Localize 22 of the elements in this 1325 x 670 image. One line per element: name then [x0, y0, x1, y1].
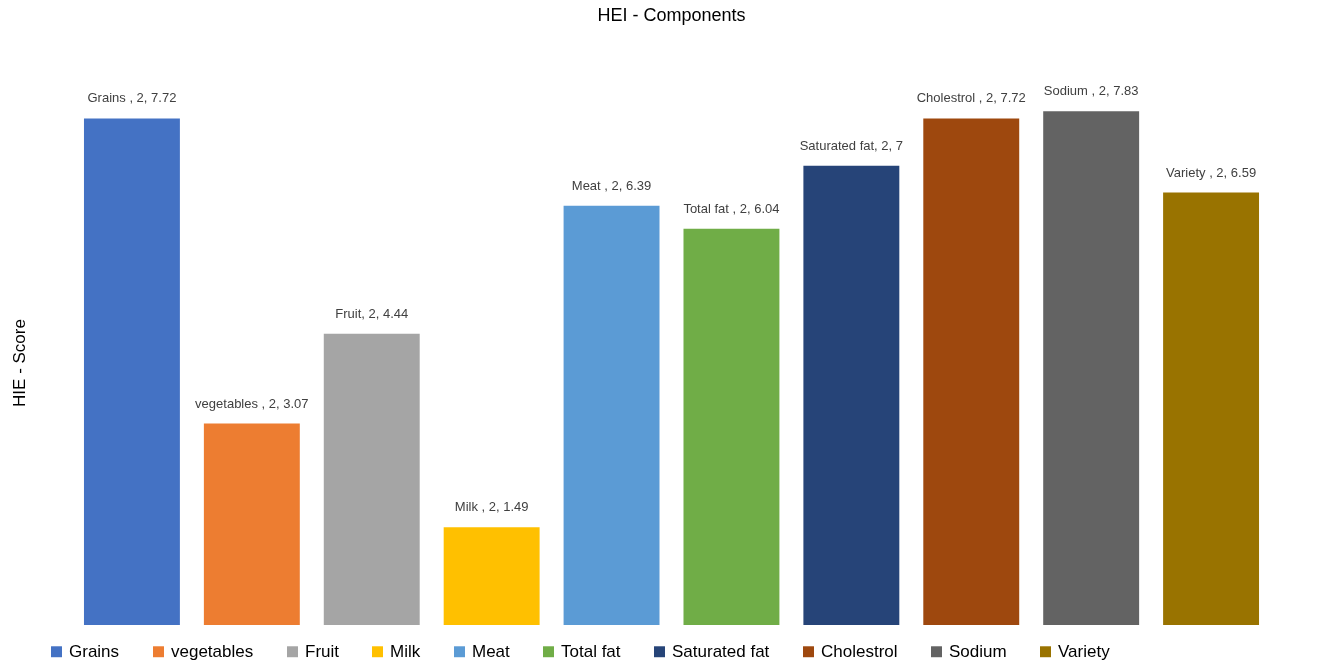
legend-label: Total fat [561, 641, 621, 661]
y-axis-title: HIE - Score [9, 319, 29, 407]
data-label: Total fat , 2, 6.04 [683, 200, 780, 216]
data-label: Grains , 2, 7.72 [87, 90, 177, 106]
data-label: Fruit, 2, 4.44 [335, 305, 409, 321]
chart-title: HEI - Components [597, 5, 746, 26]
legend-label: Cholestrol [821, 641, 898, 661]
legend-label: Fruit [305, 641, 340, 661]
data-label: Cholestrol , 2, 7.72 [916, 90, 1026, 106]
legend-label: Milk [390, 641, 421, 661]
data-label: Variety , 2, 6.59 [1166, 164, 1257, 180]
legend-label: vegetables [171, 641, 254, 661]
data-label: vegetables , 2, 3.07 [195, 395, 309, 411]
legend-label: Sodium [949, 641, 1007, 661]
data-label: Meat , 2, 6.39 [571, 177, 652, 193]
data-label: Saturated fat, 2, 7 [799, 137, 904, 153]
legend-label: Grains [69, 641, 120, 661]
data-label: Milk , 2, 1.49 [454, 499, 529, 515]
legend-label: Saturated fat [672, 641, 770, 661]
data-label: Sodium , 2, 7.83 [1043, 83, 1139, 99]
legend-label: Variety [1058, 641, 1111, 661]
legend-label: Meat [472, 641, 511, 661]
